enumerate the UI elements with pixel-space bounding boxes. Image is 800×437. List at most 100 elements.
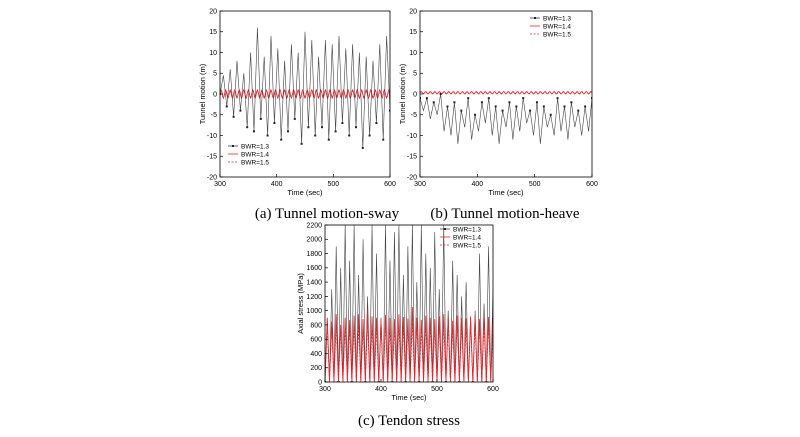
legend-label-b-0: BWR=1.3 bbox=[543, 15, 571, 22]
series-marker-a bbox=[280, 138, 283, 141]
series-marker-a bbox=[368, 134, 371, 137]
legend-label-b-1: BWR=1.4 bbox=[543, 23, 571, 30]
y-tick-label-a: -20 bbox=[207, 174, 217, 181]
series-marker-a bbox=[259, 117, 262, 120]
series-line-a-2 bbox=[220, 90, 390, 98]
y-tick-label-c: 2200 bbox=[306, 222, 322, 229]
y-axis-title-a: Tunnel motion (m) bbox=[198, 63, 207, 124]
series-line-a-1 bbox=[220, 88, 390, 100]
series-marker-b bbox=[467, 97, 470, 100]
series-marker-a bbox=[321, 126, 323, 129]
series-marker-a bbox=[300, 142, 303, 145]
y-tick-label-c: 1400 bbox=[306, 279, 322, 286]
series-marker-b bbox=[446, 105, 449, 108]
series-marker-b bbox=[563, 105, 566, 108]
series-marker-b bbox=[570, 101, 573, 104]
x-tick-label-b: 500 bbox=[529, 181, 541, 188]
series-marker-b bbox=[556, 97, 559, 100]
y-tick-label-b: 5 bbox=[413, 71, 417, 78]
y-tick-label-c: 800 bbox=[310, 322, 322, 329]
x-tick-label-b: 600 bbox=[586, 181, 598, 188]
legend-label-c-0: BWR=1.3 bbox=[453, 226, 481, 233]
y-tick-label-c: 0 bbox=[318, 379, 322, 386]
x-axis-title-c: Time (sec) bbox=[391, 393, 427, 402]
series-line-b-0 bbox=[420, 93, 592, 144]
series-marker-b bbox=[460, 109, 463, 112]
series-marker-a bbox=[293, 117, 296, 120]
series-marker-b bbox=[584, 105, 587, 108]
series-marker-a bbox=[253, 130, 255, 133]
series-marker-c bbox=[325, 381, 326, 382]
x-tick-label-a: 300 bbox=[214, 181, 226, 188]
x-axis-title-b: Time (sec) bbox=[488, 188, 524, 197]
series-marker-b bbox=[425, 97, 428, 100]
series-marker-b bbox=[501, 109, 504, 112]
series-marker-a bbox=[273, 122, 276, 125]
y-tick-label-b: 10 bbox=[409, 50, 417, 57]
caption-c: (c) Tendon stress bbox=[358, 413, 460, 429]
y-tick-label-a: -10 bbox=[207, 133, 217, 140]
series-marker-b bbox=[522, 97, 525, 100]
series-marker-a bbox=[239, 109, 242, 112]
plot-area-a: 300 400 500 600 -20 -15 -10 -5 0 5 10 15 20 Time (sec… bbox=[198, 8, 396, 197]
legend-marker-a bbox=[232, 145, 234, 147]
x-tick-label-c: 400 bbox=[375, 386, 387, 393]
y-axis-title-b: Tunnel motion (m) bbox=[398, 63, 407, 124]
legend-marker-b bbox=[534, 17, 536, 19]
series-group-b bbox=[420, 91, 592, 144]
y-tick-label-b: -20 bbox=[407, 174, 417, 181]
series-group-a bbox=[220, 27, 390, 149]
series-marker-b bbox=[439, 93, 442, 95]
y-tick-label-a: -15 bbox=[207, 154, 217, 161]
y-tick-label-b: 20 bbox=[409, 8, 417, 15]
x-tick-label-b: 400 bbox=[471, 181, 483, 188]
y-tick-label-a: 20 bbox=[209, 8, 217, 15]
series-line-a-0 bbox=[220, 27, 390, 148]
legend-label-a-0: BWR=1.3 bbox=[241, 143, 269, 150]
legend-label-c-1: BWR=1.4 bbox=[453, 234, 481, 241]
series-marker-b bbox=[591, 97, 592, 100]
y-tick-label-c: 1000 bbox=[306, 308, 322, 315]
series-marker-a bbox=[287, 130, 289, 133]
x-axis-title-a: Time (sec) bbox=[287, 188, 323, 197]
y-tick-label-c: 1600 bbox=[306, 265, 322, 272]
x-tick-label-a: 500 bbox=[327, 181, 339, 188]
y-tick-label-b: -10 bbox=[407, 133, 417, 140]
y-tick-label-b: -5 bbox=[411, 112, 417, 119]
series-line-b-1 bbox=[420, 91, 592, 95]
series-line-c-0 bbox=[325, 225, 493, 382]
series-marker-a bbox=[334, 130, 337, 133]
y-tick-label-b: -15 bbox=[407, 154, 417, 161]
y-tick-label-a: 10 bbox=[209, 50, 217, 57]
series-marker-b bbox=[487, 97, 490, 100]
series-marker-a bbox=[348, 134, 351, 137]
x-tick-label-b: 300 bbox=[414, 181, 426, 188]
series-marker-a bbox=[246, 126, 249, 129]
y-tick-label-a: -5 bbox=[211, 112, 217, 119]
series-marker-b bbox=[535, 101, 538, 104]
caption-b: (b) Tunnel motion-heave bbox=[430, 206, 579, 222]
plot-frame-c bbox=[324, 224, 494, 383]
series-marker-a bbox=[389, 109, 390, 112]
series-marker-a bbox=[225, 105, 228, 108]
panel-c: 300 400 500 600 0 200 400 600 800 1000 1200 1400 160… bbox=[296, 222, 499, 429]
series-marker-a bbox=[375, 122, 378, 125]
series-marker-a bbox=[341, 122, 344, 125]
series-marker-b bbox=[480, 101, 483, 104]
series-marker-b bbox=[577, 109, 580, 112]
series-line-c-1 bbox=[325, 307, 493, 382]
series-marker-b bbox=[529, 109, 532, 112]
series-marker-a bbox=[232, 115, 235, 118]
y-axis-title-c: Axial stress (MPa) bbox=[296, 273, 305, 334]
series-marker-b bbox=[542, 105, 545, 108]
series-marker-b bbox=[453, 101, 456, 104]
x-tick-label-a: 400 bbox=[271, 181, 283, 188]
series-marker-b bbox=[420, 97, 421, 100]
y-tick-label-c: 1200 bbox=[306, 294, 322, 301]
plot-area-b: 300 400 500 600 -20 -15 -10 -5 0 5 10 15 20 Time (sec… bbox=[398, 8, 598, 197]
legend-label-b-2: BWR=1.5 bbox=[543, 31, 571, 38]
y-tick-label-c: 200 bbox=[310, 365, 322, 372]
